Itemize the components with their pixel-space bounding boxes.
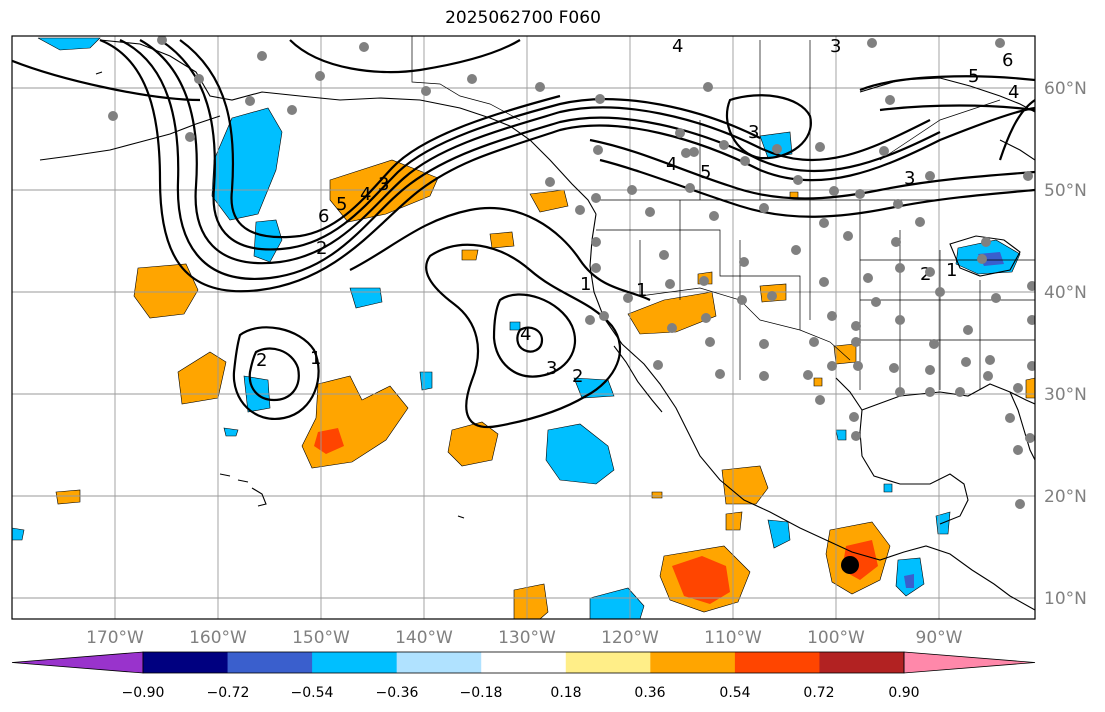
colorbar-bin [227, 652, 313, 673]
colorbar-bin [819, 652, 905, 673]
lon-label: 90°W [916, 628, 963, 648]
colorbar-tick-label: 0.36 [634, 685, 665, 701]
longitude-labels: 170°W 160°W 150°W 140°W 130°W 120°W 110°… [86, 628, 963, 648]
contour-label: 4 [520, 324, 531, 345]
contour-label: 6 [318, 206, 329, 227]
colorbar-tick-label: −0.54 [291, 685, 334, 701]
contour-label: 3 [830, 36, 841, 57]
colorbar-bin [312, 652, 398, 673]
colorbar-tick-label: 0.18 [550, 685, 581, 701]
gridlines [12, 36, 1035, 619]
lon-label: 120°W [601, 628, 659, 648]
colorbar-extend-low [11, 651, 144, 674]
colorbar-extend-high [903, 651, 1036, 674]
colorbar-bin [396, 652, 482, 673]
contour-label: 3 [748, 122, 759, 143]
station-markers [108, 36, 1035, 509]
contour-label: 6 [1002, 50, 1013, 71]
colorbar-tick-label: −0.72 [207, 685, 250, 701]
map-title: 2025062700 F060 [445, 8, 601, 28]
lat-label: 60°N [1044, 79, 1087, 99]
contour-label: 5 [968, 66, 979, 87]
contour-label: 3 [378, 174, 389, 195]
lon-label: 100°W [807, 628, 865, 648]
lon-label: 110°W [704, 628, 762, 648]
colorbar [11, 651, 1036, 674]
contour-label: 5 [336, 194, 347, 215]
lat-label: 20°N [1044, 487, 1087, 507]
location-marker [841, 556, 859, 574]
contour-label: 1 [946, 260, 957, 281]
lon-label: 160°W [189, 628, 247, 648]
negative-anomaly-areas [12, 37, 1021, 619]
contour-label: 2 [256, 350, 267, 371]
lat-label: 50°N [1044, 181, 1087, 201]
colorbar-outline [142, 651, 905, 674]
contour-label: 3 [546, 358, 557, 379]
colorbar-bin [481, 652, 567, 673]
colorbar-ticks: −0.90 −0.72 −0.54 −0.36 −0.18 0.18 0.36 … [122, 685, 920, 701]
contour-label: 2 [572, 366, 583, 387]
contour-label: 1 [636, 280, 647, 301]
colorbar-tick-label: −0.36 [376, 685, 419, 701]
contour-label: 4 [1008, 82, 1019, 103]
lat-label: 10°N [1044, 589, 1087, 609]
colorbar-bin [650, 652, 736, 673]
lon-label: 140°W [395, 628, 453, 648]
colorbar-bin [143, 652, 229, 673]
colorbar-bin [734, 652, 820, 673]
contour-label: 4 [360, 184, 371, 205]
lat-label: 30°N [1044, 385, 1087, 405]
latitude-labels: 60°N 50°N 40°N 30°N 20°N 10°N [1044, 79, 1087, 609]
colorbar-tick-label: 0.54 [719, 685, 750, 701]
contour-label: 3 [904, 168, 915, 189]
lon-label: 150°W [292, 628, 350, 648]
contour-label: 4 [672, 36, 683, 57]
colorbar-tick-label: −0.18 [460, 685, 503, 701]
map-frame [11, 35, 1036, 620]
lon-label: 170°W [86, 628, 144, 648]
colorbar-tick-label: 0.72 [803, 685, 834, 701]
contour-label: 1 [580, 274, 591, 295]
contour-label: 5 [700, 162, 711, 183]
contour-label: 1 [310, 348, 321, 369]
colorbar-tick-label: 0.90 [888, 685, 919, 701]
lat-label: 40°N [1044, 283, 1087, 303]
lon-label: 130°W [498, 628, 556, 648]
colorbar-tick-label: −0.90 [122, 685, 165, 701]
colorbar-bin [565, 652, 651, 673]
contour-label: 2 [316, 238, 327, 259]
contour-label: 4 [666, 154, 677, 175]
